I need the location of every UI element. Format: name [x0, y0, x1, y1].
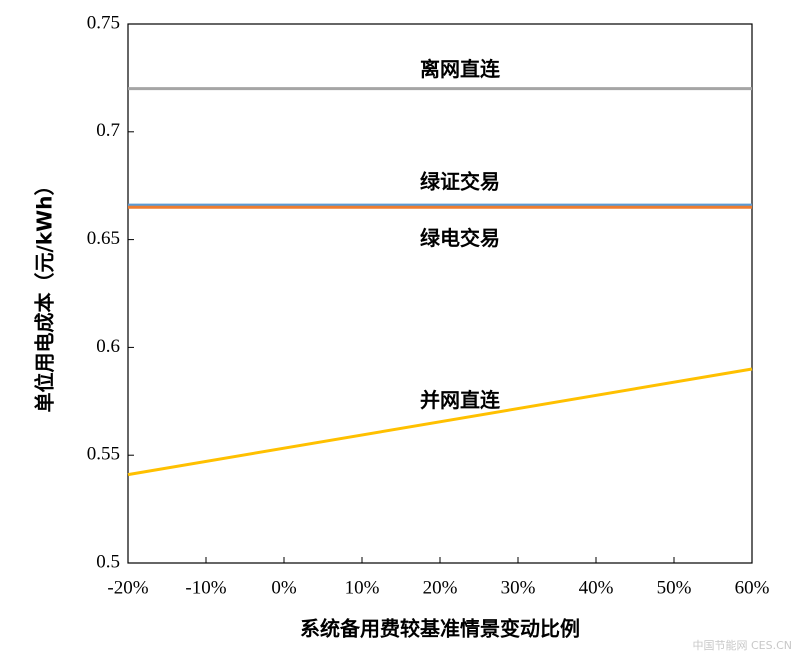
- y-tick-label: 0.5: [96, 551, 120, 572]
- x-tick-label: -10%: [185, 577, 226, 598]
- x-tick-label: 60%: [735, 577, 770, 598]
- x-tick-label: -20%: [107, 577, 148, 598]
- series-label: 离网直连: [420, 57, 501, 81]
- series-line: [127, 367, 753, 477]
- y-tick-label: 0.6: [96, 336, 120, 357]
- x-tick-label: 50%: [657, 577, 692, 598]
- y-tick-label: 0.7: [96, 120, 120, 141]
- series-label: 并网直连: [420, 388, 501, 412]
- x-tick-label: 0%: [271, 577, 297, 598]
- x-tick-label: 10%: [345, 577, 380, 598]
- x-tick-label: 40%: [579, 577, 614, 598]
- y-axis-title: 单位用电成本（元/kWh）: [33, 176, 57, 413]
- series-label: 绿证交易: [420, 170, 500, 194]
- plot-frame: [127, 23, 753, 564]
- watermark: 中国节能网 CES.CN: [692, 638, 792, 652]
- x-tick-label: 30%: [501, 577, 536, 598]
- x-axis-title: 系统备用费较基准情景变动比例: [300, 617, 580, 641]
- y-tick-label: 0.55: [87, 444, 120, 465]
- x-tick-label: 20%: [423, 577, 458, 598]
- y-tick-label: 0.65: [87, 228, 120, 249]
- series-label: 绿电交易: [420, 226, 500, 250]
- y-tick-label: 0.75: [87, 12, 120, 33]
